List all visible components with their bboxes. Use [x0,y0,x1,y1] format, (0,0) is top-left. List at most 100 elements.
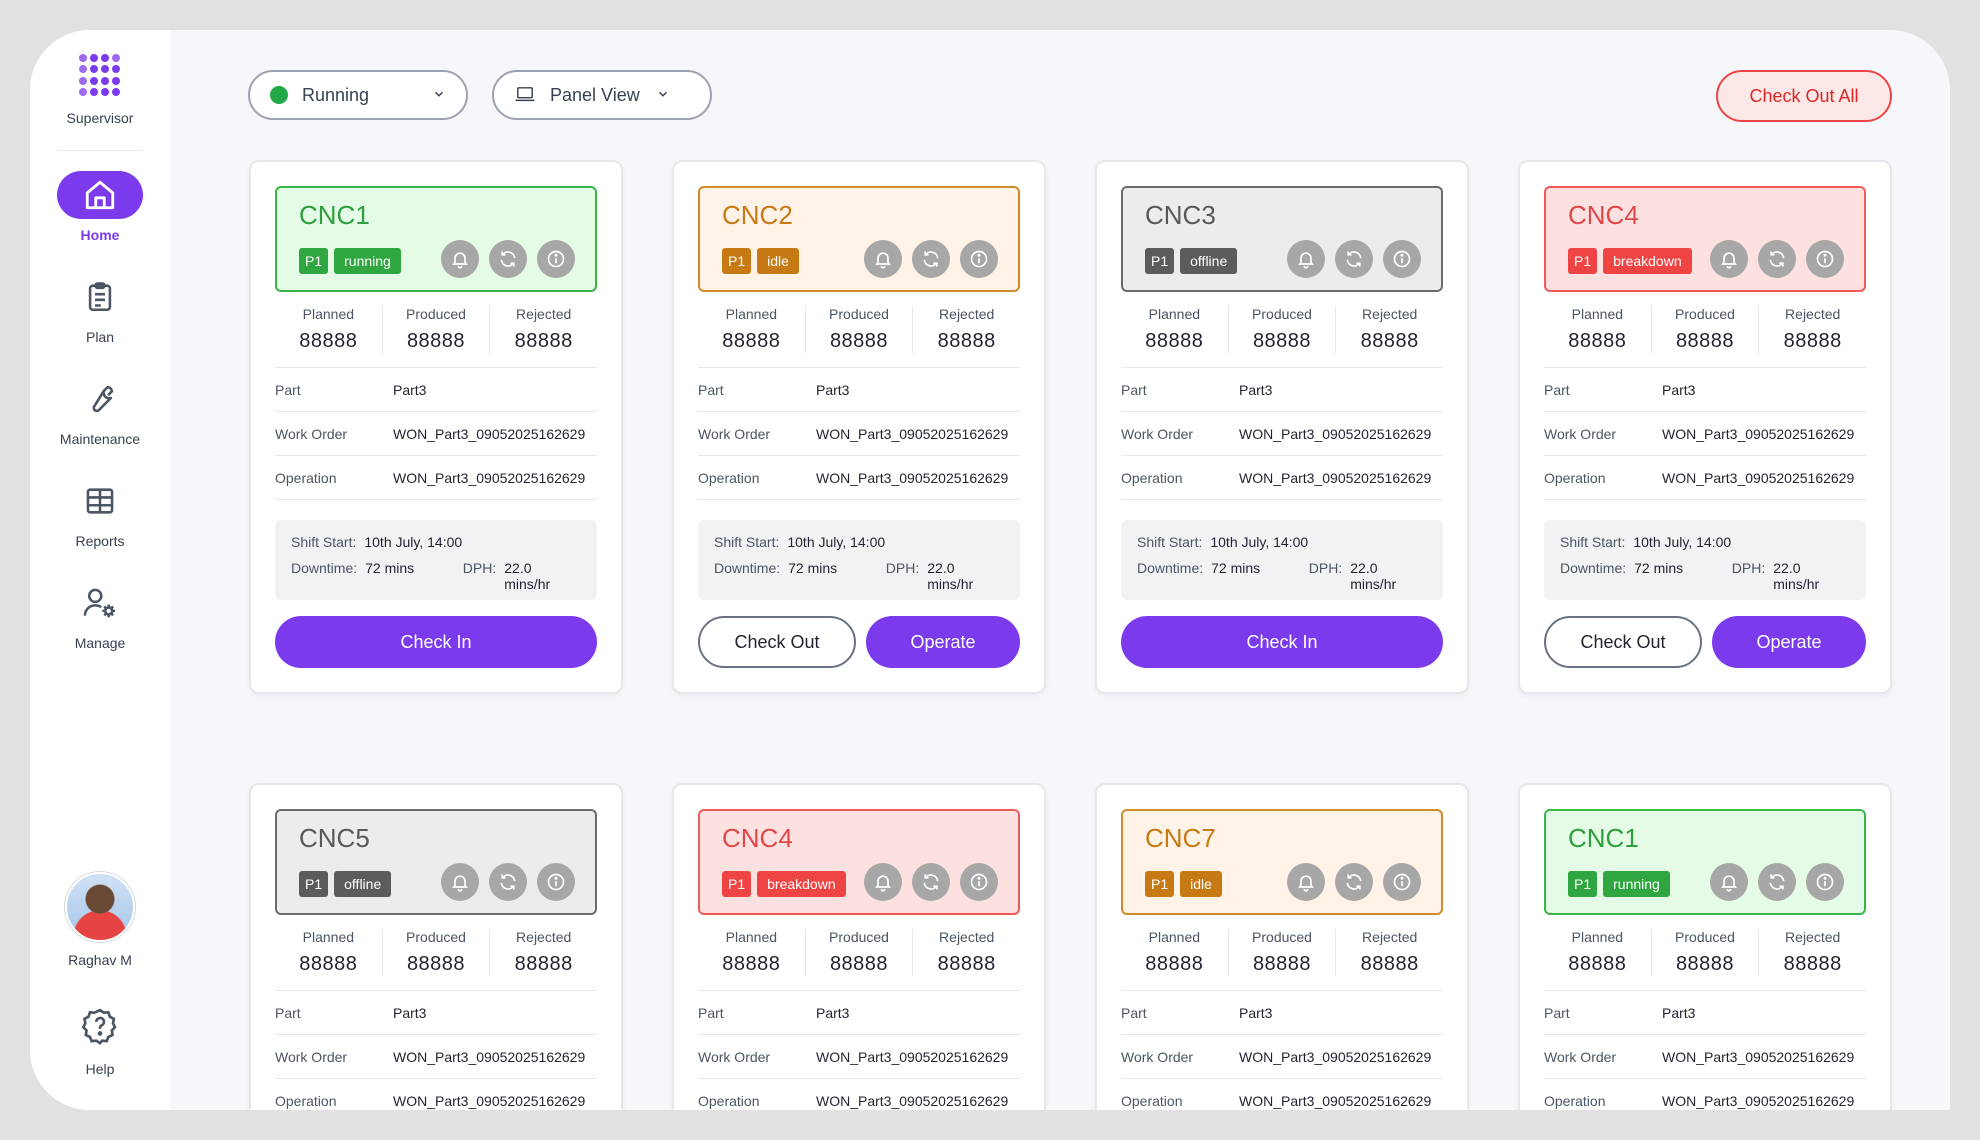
machine-status-panel: CNC7 P1 idle [1121,809,1443,915]
view-mode-dropdown[interactable]: Panel View [492,70,712,120]
status-filter-dropdown[interactable]: Running [248,70,468,120]
dph-label: DPH: [462,560,497,576]
stat-value: 88888 [1568,330,1627,352]
dph-value: 22.0 mins/hr [504,560,551,592]
sidebar-item-help[interactable]: Help [80,1006,120,1077]
dph-value: 22.0 mins/hr [1773,560,1820,592]
info-icon[interactable] [960,240,998,278]
info-row-operation: Operation WON_Part3_09052025162629 [698,456,1020,500]
stat-label: Rejected [1785,306,1841,322]
info-icon[interactable] [960,863,998,901]
info-key: Work Order [1121,1048,1194,1065]
stat-value: 88888 [406,330,466,352]
check-in-button[interactable]: Check In [1121,616,1443,668]
stat-label: Produced [1675,929,1735,945]
bell-icon[interactable] [441,863,479,901]
priority-badge: P1 [299,871,329,897]
info-value: Part3 [393,1004,427,1021]
stat-value: 88888 [1783,330,1842,352]
info-value: WON_Part3_09052025162629 [816,425,1009,442]
info-value: Part3 [1662,381,1696,398]
refresh-icon[interactable] [1335,240,1373,278]
shift-start-value: 10th July, 14:00 [1210,534,1309,550]
downtime-value: 72 mins [788,560,838,576]
sidebar-item-label: Reports [75,533,125,549]
info-value: WON_Part3_09052025162629 [393,469,586,486]
stat-planned: Planned 88888 [1544,929,1652,976]
refresh-icon[interactable] [1335,863,1373,901]
stat-value: 88888 [1675,330,1735,352]
sidebar-item-plan[interactable]: Plan [57,273,143,345]
stat-planned: Planned 88888 [275,929,383,976]
info-key: Work Order [698,425,771,442]
avatar[interactable] [65,872,135,942]
stat-rejected: Rejected 88888 [1759,306,1866,353]
stat-label: Produced [829,306,889,322]
sidebar-item-maintenance[interactable]: Maintenance [57,375,143,447]
stat-label: Planned [725,929,778,945]
sidebar-item-label: Home [80,227,120,243]
info-icon[interactable] [1383,240,1421,278]
refresh-icon[interactable] [1758,863,1796,901]
stat-value: 88888 [1360,330,1419,352]
bell-icon[interactable] [864,863,902,901]
info-icon[interactable] [537,240,575,278]
info-key: Part [698,381,724,398]
operate-button[interactable]: Operate [1712,616,1866,668]
dph-value: 22.0 mins/hr [927,560,974,592]
info-icon[interactable] [1383,863,1421,901]
clipboard-icon [57,273,143,321]
info-icon[interactable] [1806,863,1844,901]
info-key: Part [275,381,301,398]
stat-rejected: Rejected 88888 [1759,929,1866,976]
downtime-label: Downtime: [1560,560,1627,576]
machine-name: CNC5 [299,823,370,853]
check-out-button[interactable]: Check Out [698,616,856,668]
status-badge: idle [1180,871,1222,897]
check-out-all-button[interactable]: Check Out All [1716,70,1892,122]
bell-icon[interactable] [1710,863,1748,901]
stat-planned: Planned 88888 [698,306,806,353]
info-key: Part [1544,1004,1570,1021]
info-icon[interactable] [537,863,575,901]
check-in-button[interactable]: Check In [275,616,597,668]
refresh-icon[interactable] [912,863,950,901]
refresh-icon[interactable] [489,863,527,901]
sidebar-item-label: Help [85,1061,115,1077]
priority-badge: P1 [1568,871,1598,897]
machine-status-panel: CNC1 P1 running [1544,809,1866,915]
shift-summary: Shift Start: 10th July, 14:00 Downtime: 72 … [698,520,1020,600]
bell-icon[interactable] [1287,863,1325,901]
sidebar-item-reports[interactable]: Reports [57,477,143,549]
stat-planned: Planned 88888 [698,929,806,976]
refresh-icon[interactable] [912,240,950,278]
user-profile[interactable]: Raghav M [65,872,135,968]
operate-button[interactable]: Operate [866,616,1020,668]
stat-value: 88888 [937,953,996,975]
refresh-icon[interactable] [1758,240,1796,278]
info-icon[interactable] [1806,240,1844,278]
status-badge: running [1603,871,1670,897]
info-value: WON_Part3_09052025162629 [816,1048,1009,1065]
machine-status-panel: CNC5 P1 offline [275,809,597,915]
machine-card: CNC3 P1 offline Planned 88888 Produced 88888 Re… [1095,160,1469,694]
laptop-icon [514,86,536,104]
bell-icon[interactable] [1287,240,1325,278]
info-row-operation: Operation WON_Part3_09052025162629 [1544,456,1866,500]
info-row-part: Part Part3 [1544,368,1866,412]
machine-card: CNC2 P1 idle Planned 88888 Produced 88888 Rejec… [672,160,1046,694]
bell-icon[interactable] [1710,240,1748,278]
bell-icon[interactable] [441,240,479,278]
sidebar-brand: Supervisor [66,110,134,126]
sidebar-item-home[interactable]: Home [57,171,143,243]
info-row-operation: Operation WON_Part3_09052025162629 [1121,456,1443,500]
info-key: Part [1121,1004,1147,1021]
dph-label: DPH: [1308,560,1343,576]
stat-label: Produced [1252,306,1312,322]
refresh-icon[interactable] [489,240,527,278]
check-out-button[interactable]: Check Out [1544,616,1702,668]
stat-label: Planned [1148,929,1201,945]
bell-icon[interactable] [864,240,902,278]
machine-status-panel: CNC4 P1 breakdown [1544,186,1866,292]
sidebar-item-manage[interactable]: Manage [57,579,143,651]
